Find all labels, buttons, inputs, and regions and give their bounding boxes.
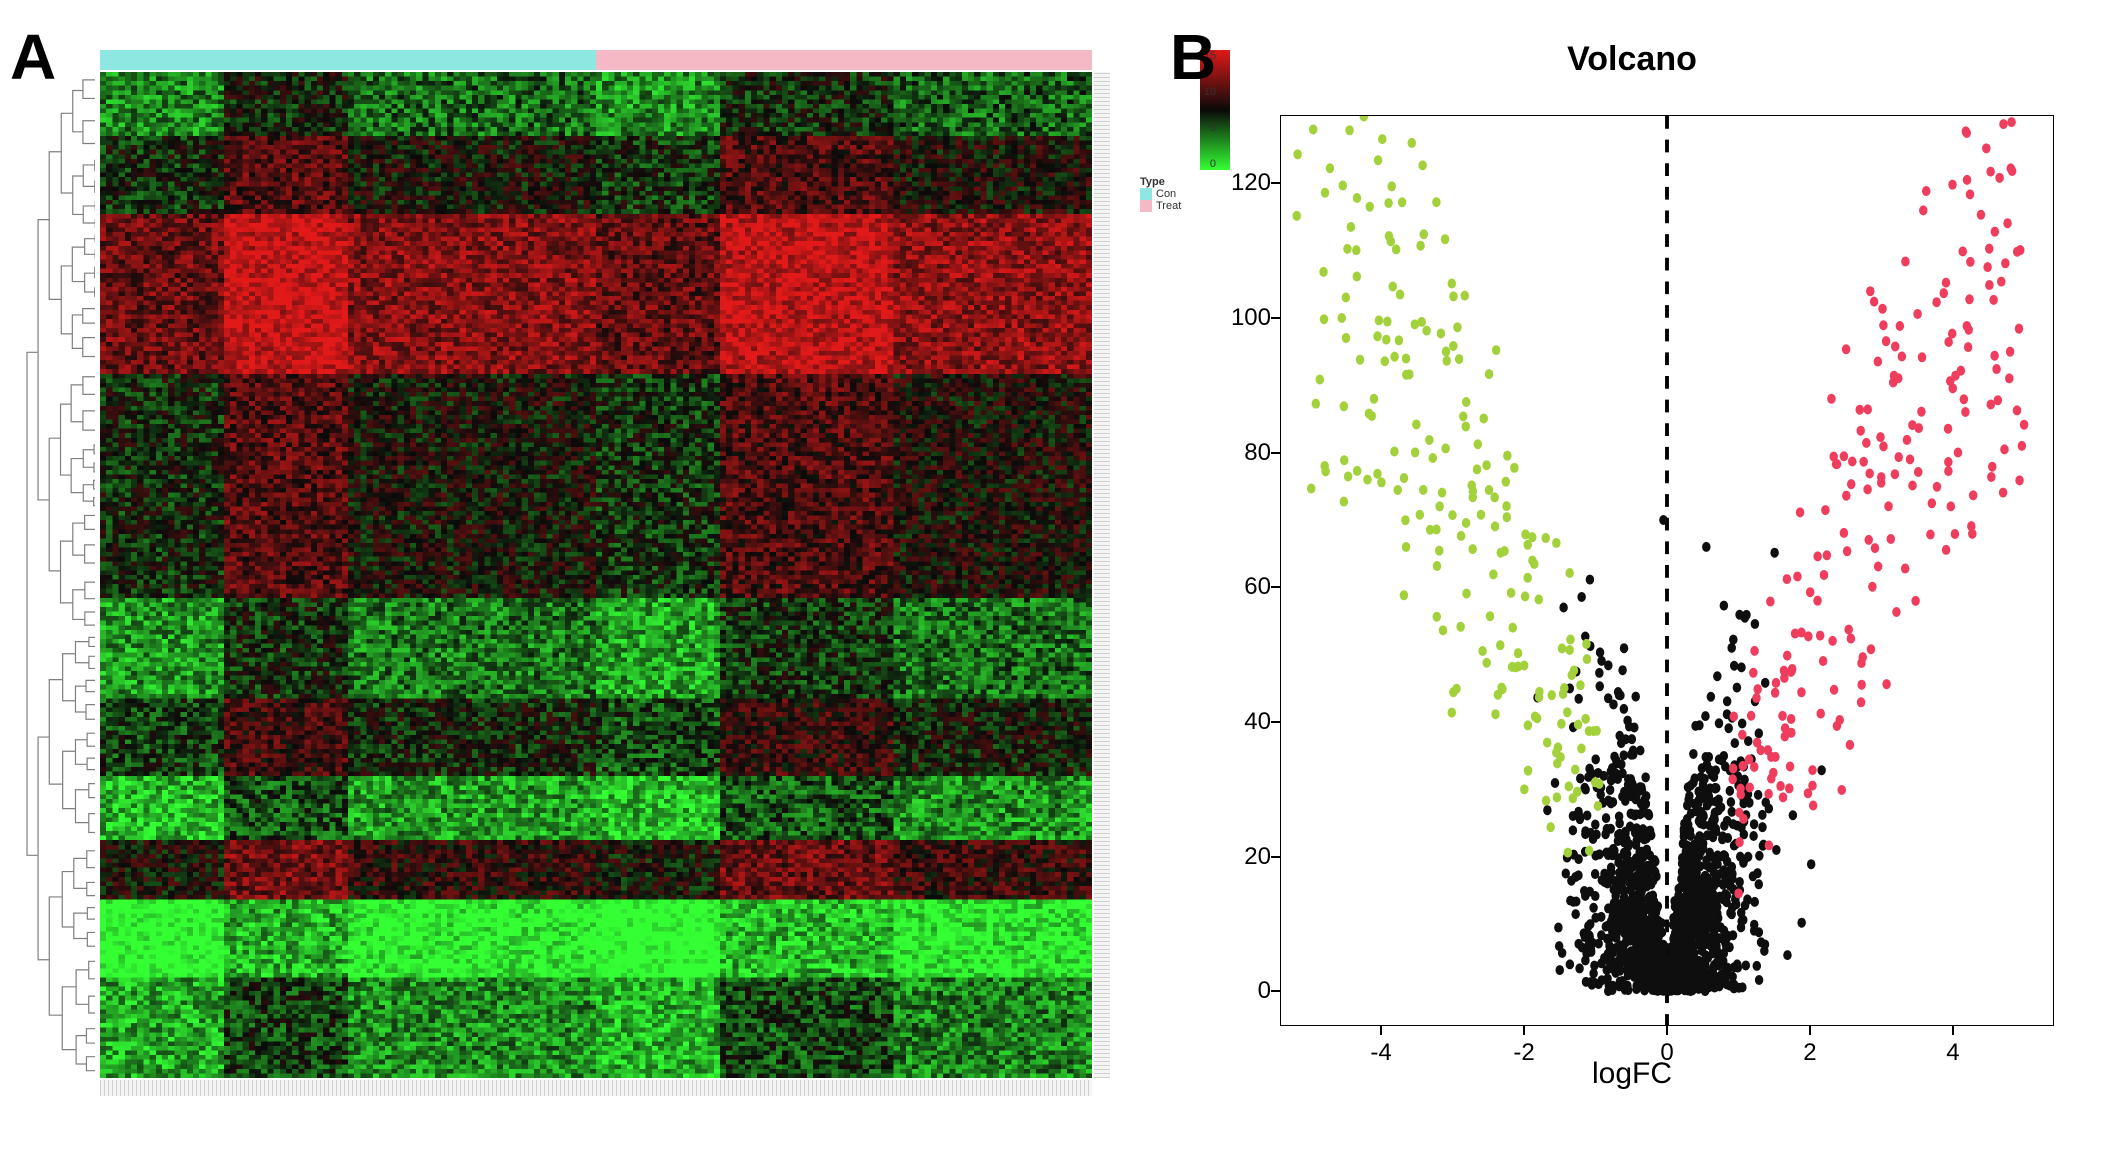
volcano-plot-area: -4-2024020406080100120 [1280, 115, 2054, 1026]
panel-b: B Volcano -4-2024020406080100120 logFC [1170, 20, 2094, 1136]
row-dendrogram [25, 72, 95, 1078]
volcano-ytick: 20 [1221, 843, 1271, 871]
volcano-ytick: 100 [1221, 304, 1271, 332]
volcano-ytick: 120 [1221, 169, 1271, 197]
col-label-strip [100, 1080, 1092, 1096]
row-label-strip [1094, 72, 1110, 1078]
panel-a: A 151050 TypeConTreat [10, 20, 1130, 1136]
volcano-ytick: 40 [1221, 708, 1271, 736]
volcano-ytick: 80 [1221, 439, 1271, 467]
heatmap-canvas [100, 72, 1092, 1078]
volcano-title: Volcano [1170, 40, 2094, 79]
volcano-xlabel: logFC [1170, 1057, 2094, 1091]
volcano-ytick: 60 [1221, 573, 1271, 601]
panel-b-label: B [1170, 20, 1216, 94]
figure: A 151050 TypeConTreat B Volcano [0, 0, 2104, 1156]
top-annotation-bar [100, 50, 1092, 70]
volcano-ytick: 0 [1221, 977, 1271, 1005]
heatmap-area [100, 50, 1110, 1096]
